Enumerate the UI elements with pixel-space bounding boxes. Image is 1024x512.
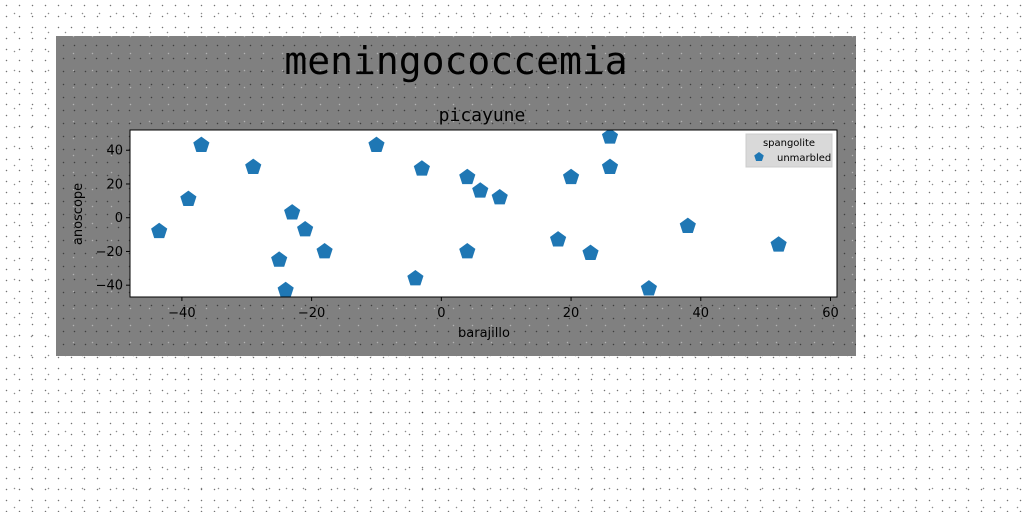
data-point [582,244,599,261]
data-point [413,160,430,176]
data-point [297,221,314,237]
data-points [151,130,813,297]
y-axis-label: anoscope [71,183,86,245]
legend-title: spangolite [763,138,815,149]
legend-label-unmarbled: unmarbled [777,153,831,164]
x-tick-label: 20 [563,306,580,321]
x-axis: −40 −20 0 20 40 60 [168,297,839,321]
y-tick-label: 20 [106,177,123,192]
data-point [284,204,301,220]
data-point [368,136,385,153]
figure-suptitle: meningococcemia [284,39,628,83]
data-point [277,281,294,297]
data-point [459,168,476,185]
y-tick-label: 0 [115,211,123,226]
data-point [316,242,333,259]
x-tick-label: −40 [168,306,195,321]
data-point [407,269,424,286]
y-tick-label: −40 [96,279,123,294]
data-point [601,158,619,174]
y-tick-label: 40 [106,144,123,159]
data-point [151,222,168,239]
x-axis-label: barajillo [458,326,510,341]
data-point [491,188,508,205]
x-tick-label: −20 [298,306,325,321]
x-tick-label: 40 [693,306,710,321]
data-point [245,158,262,174]
scatter-chart: picayune spangolite unmarbled −40 −20 0 20 4… [71,105,839,341]
legend-marker-pentagon [754,152,764,162]
legend-box [745,133,833,168]
data-point [193,136,210,153]
data-point [271,251,288,267]
chart-title: picayune [439,105,526,126]
legend: spangolite unmarbled [745,133,833,168]
data-point [770,236,787,252]
plot-area [130,130,837,297]
data-point [459,242,476,259]
data-point [180,190,197,207]
data-point [562,168,580,185]
x-tick-label: 0 [437,306,445,321]
data-point [679,217,696,234]
y-tick-label: −20 [96,245,123,260]
data-point [472,182,489,198]
data-point [640,280,657,296]
plot-frame [129,129,838,298]
y-axis: −40 −20 0 20 40 [96,144,130,294]
x-tick-label: 60 [822,306,839,321]
data-point [601,130,619,144]
figure: meningococcemia picayune spangolite unma… [56,36,856,356]
data-point [550,231,567,247]
